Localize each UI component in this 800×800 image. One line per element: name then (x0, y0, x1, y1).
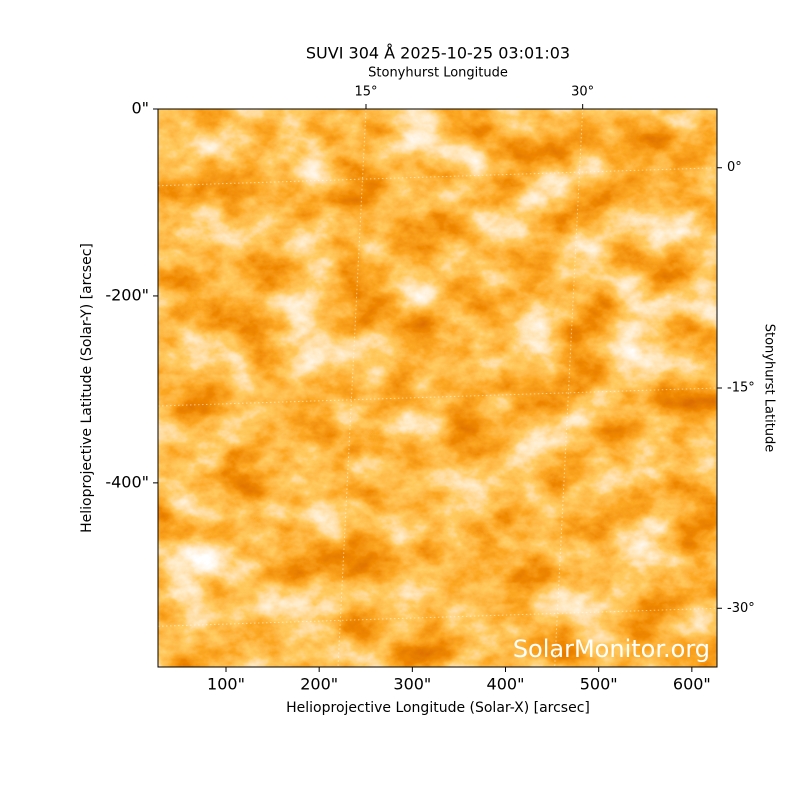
x2-tick-label: 30° (571, 85, 594, 100)
x-tick-label: 600" (673, 675, 711, 694)
latitude-grid-line (158, 167, 717, 187)
longitude-grid-line (337, 109, 367, 667)
x-tick-label: 500" (580, 675, 618, 694)
latitude-grid-line (158, 607, 717, 627)
y-tick-label: 0" (131, 99, 149, 118)
watermark: SolarMonitor.org (513, 635, 710, 663)
y2-tick-label: -30° (727, 601, 755, 616)
y2-axis-label: Stonyhurst Latitude (762, 324, 777, 453)
y2-tick-label: 0° (727, 160, 742, 175)
solar-image (158, 109, 717, 667)
x-tick-label: 300" (393, 675, 431, 694)
y-tick-label: -400" (105, 472, 149, 491)
chart-title: SUVI 304 Å 2025-10-25 03:01:03 (306, 44, 570, 63)
x-tick-label: 100" (207, 675, 245, 694)
y-axis-label: Helioprojective Latitude (Solar-Y) [arcs… (79, 243, 95, 533)
x-tick-label: 200" (300, 675, 338, 694)
x-tick-label: 400" (487, 675, 525, 694)
y2-tick-label: -15° (727, 381, 755, 396)
x-axis-label: Helioprojective Longitude (Solar-X) [arc… (286, 700, 590, 716)
latitude-grid-line (158, 387, 717, 407)
x2-tick-label: 15° (354, 85, 377, 100)
y-tick-label: -200" (105, 285, 149, 304)
longitude-grid-line (554, 109, 584, 667)
x2-axis-label: Stonyhurst Longitude (368, 66, 508, 81)
